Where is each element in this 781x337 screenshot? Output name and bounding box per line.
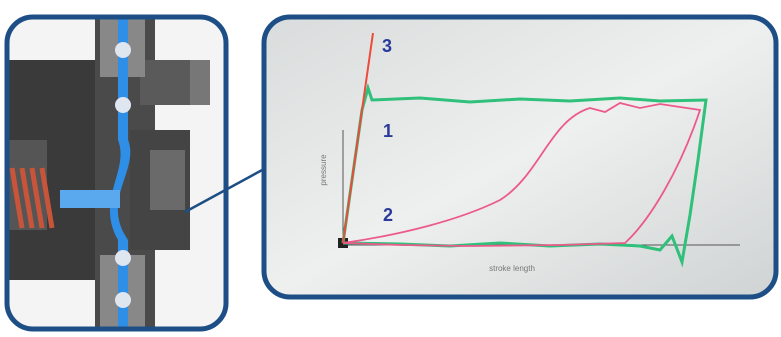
curve-label: 2 bbox=[383, 205, 393, 225]
pump-illustration bbox=[4, 14, 229, 332]
curve-label: 1 bbox=[383, 121, 393, 141]
curve-label: 3 bbox=[382, 36, 392, 56]
curve-2 bbox=[342, 102, 702, 247]
y-axis-label: pressure bbox=[319, 154, 328, 186]
x-axis-label: stroke length bbox=[489, 264, 535, 273]
graph-panel: 3 1 2 pressure stroke length bbox=[261, 14, 779, 300]
curve-3 bbox=[342, 32, 374, 244]
